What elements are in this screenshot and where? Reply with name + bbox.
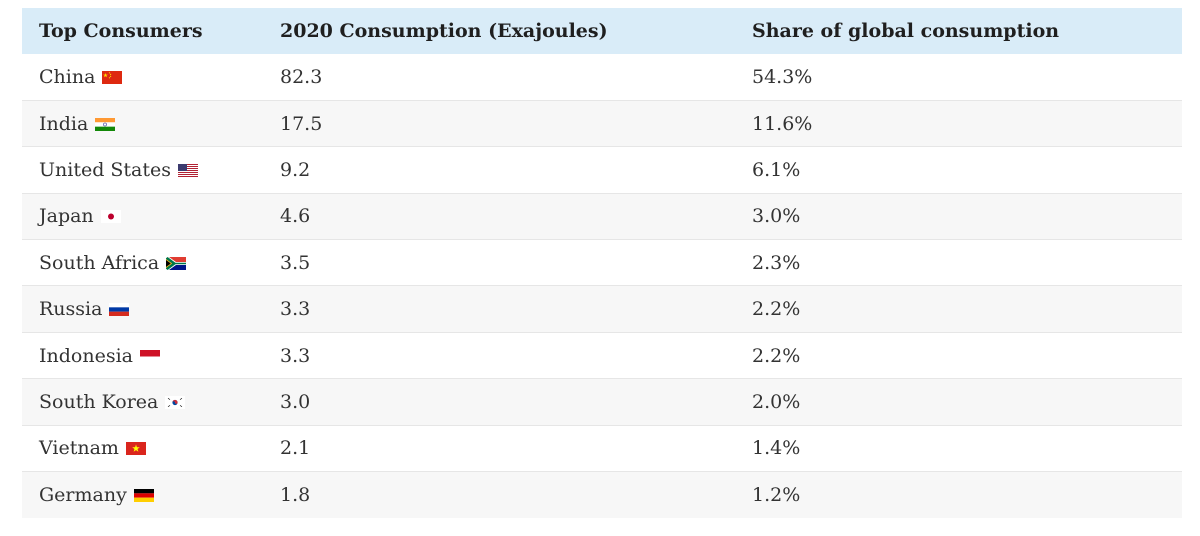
share-cell: 54.3%: [752, 65, 813, 88]
country-cell: India: [22, 99, 263, 147]
country-cell: South Korea: [22, 378, 263, 426]
consumption-cell: 3.3: [263, 331, 735, 379]
table-header-row: Top Consumers 2020 Consumption (Exajoule…: [22, 8, 1182, 54]
country-cell: Indonesia: [22, 331, 263, 379]
consumption-cell: 9.2: [263, 146, 735, 194]
country-cell: China: [22, 54, 263, 100]
country-name: South Africa: [39, 251, 160, 274]
south-korea-flag-icon: [165, 395, 186, 409]
country-cell: Germany: [22, 471, 263, 518]
japan-flag-icon: [100, 210, 121, 224]
share-cell: 3.0%: [735, 192, 1182, 240]
table-row: South Africa 3.5 2.3%: [22, 239, 1182, 286]
data-table-container: Top Consumers 2020 Consumption (Exajoule…: [22, 8, 1182, 518]
column-header-share: Share of global consumption: [752, 20, 1060, 42]
consumption-cell: 3.0: [263, 378, 735, 426]
country-name: Russia: [39, 298, 103, 321]
table-row: South Korea 3.0 2.0%: [22, 378, 1182, 426]
consumption-cell: 17.5: [263, 99, 735, 147]
share-cell: 2.0%: [735, 378, 1182, 426]
table-row: Japan 4.6 3.0%: [22, 192, 1182, 240]
table-body: China 82.3 54.3% India 17.5 11.6% United State…: [22, 54, 1182, 518]
consumption-cell: 3.5: [263, 239, 735, 286]
india-flag-icon: [95, 117, 116, 131]
column-header-top-consumers: Top Consumers: [39, 20, 203, 42]
country-name: United States: [39, 158, 172, 181]
share-cell: 6.1%: [735, 146, 1182, 194]
table-row: Russia 3.3 2.2%: [22, 285, 1182, 333]
country-name: China: [39, 65, 96, 88]
coal-consumption-table: Top Consumers 2020 Consumption (Exajoule…: [22, 8, 1182, 518]
table-row: Germany 1.8 1.2%: [22, 471, 1182, 518]
country-cell: Vietnam: [22, 424, 263, 472]
consumption-cell: 2.1: [263, 424, 735, 472]
country-name: Germany: [39, 483, 127, 506]
country-name: India: [39, 112, 89, 135]
country-name: Japan: [39, 205, 94, 228]
united-states-flag-icon: [178, 163, 199, 177]
country-name: Indonesia: [39, 344, 133, 367]
china-flag-icon: [102, 70, 123, 84]
country-cell: Russia: [22, 285, 263, 333]
country-name: South Korea: [39, 390, 159, 413]
country-cell: United States: [22, 146, 263, 194]
country-name: Vietnam: [39, 437, 119, 460]
table-row: Vietnam 2.1 1.4%: [22, 424, 1182, 472]
indonesia-flag-icon: [139, 349, 160, 363]
consumption-cell: 82.3: [280, 65, 323, 88]
russia-flag-icon: [109, 303, 130, 317]
share-cell: 1.2%: [735, 471, 1182, 518]
share-cell: 11.6%: [735, 99, 1182, 147]
consumption-cell: 1.8: [263, 471, 735, 518]
country-cell: South Africa: [22, 239, 263, 286]
table-row: Indonesia 3.3 2.2%: [22, 331, 1182, 379]
consumption-cell: 3.3: [263, 285, 735, 333]
vietnam-flag-icon: [125, 442, 146, 456]
table-row: India 17.5 11.6%: [22, 99, 1182, 147]
table-row: China 82.3 54.3%: [22, 54, 1182, 101]
share-cell: 2.2%: [735, 285, 1182, 333]
consumption-cell: 4.6: [263, 192, 735, 240]
share-cell: 1.4%: [735, 424, 1182, 472]
share-cell: 2.2%: [735, 331, 1182, 379]
share-cell: 2.3%: [735, 239, 1182, 286]
column-header-consumption: 2020 Consumption (Exajoules): [280, 20, 608, 42]
country-cell: Japan: [22, 192, 263, 240]
germany-flag-icon: [133, 488, 154, 502]
table-row: United States 9.2 6.1%: [22, 146, 1182, 194]
south-africa-flag-icon: [166, 256, 187, 270]
